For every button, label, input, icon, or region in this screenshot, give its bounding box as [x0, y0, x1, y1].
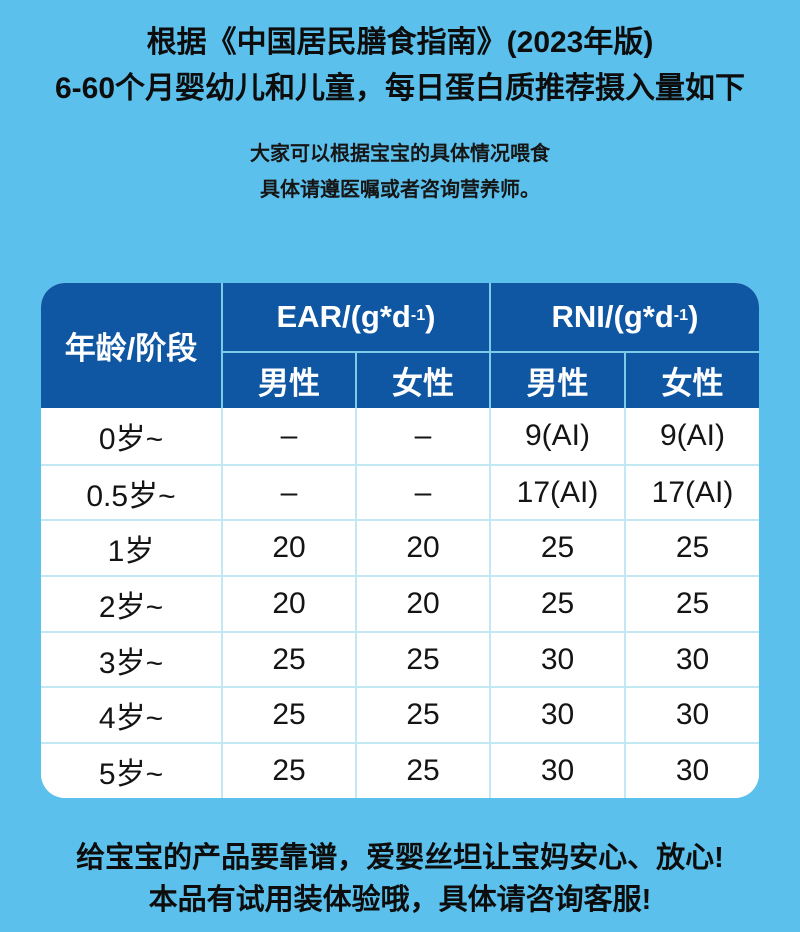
header-ear-female: 女性 — [355, 351, 489, 408]
ear-unit-prefix: EAR/(g*d — [276, 299, 411, 334]
cell-r6-ear-female: 25 — [355, 742, 489, 798]
header-rni-male: 男性 — [489, 351, 624, 408]
title-line-1: 根据《中国居民膳食指南》(2023年版) — [146, 26, 654, 59]
header-ear-male: 男性 — [221, 351, 355, 408]
cell-r2-rni-male: 25 — [489, 519, 624, 576]
cell-r2-rni-female: 25 — [624, 519, 759, 576]
cell-r4-rni-female: 30 — [624, 630, 759, 687]
cell-r4-ear-male: 25 — [221, 630, 355, 687]
cell-r6-rni-male: 30 — [489, 742, 624, 798]
cell-r3-ear-female: 20 — [355, 575, 489, 631]
cell-r2-ear-female: 20 — [355, 519, 489, 576]
header-ear-group: EAR/(g*d -1) — [221, 283, 489, 351]
cell-r1-ear-female: – — [355, 463, 489, 520]
cell-r5-ear-male: 25 — [221, 686, 355, 743]
cell-r5-ear-female: 25 — [355, 686, 489, 743]
cell-r3-age: 2岁~ — [41, 575, 221, 631]
subtitle-line-2: 具体请遵医嘱或者咨询营养师。 — [260, 179, 540, 201]
cell-r5-age: 4岁~ — [41, 686, 221, 743]
ear-unit-suffix: ) — [425, 299, 436, 334]
subtitle-line-1: 大家可以根据宝宝的具体情况喂食 — [250, 143, 550, 165]
cell-r1-age: 0.5岁~ — [41, 463, 221, 520]
cell-r6-ear-male: 25 — [221, 742, 355, 798]
cell-r2-ear-male: 20 — [221, 519, 355, 576]
cell-r4-ear-female: 25 — [355, 630, 489, 687]
footer-line-1: 给宝宝的产品要靠谱，爱婴丝坦让宝妈安心、放心! — [76, 841, 724, 874]
footer-line-2: 本品有试用装体验哦，具体请咨询客服! — [148, 883, 652, 916]
cell-r4-age: 3岁~ — [41, 630, 221, 687]
title-line-2: 6-60个月婴幼儿和儿童，每日蛋白质推荐摄入量如下 — [54, 72, 746, 105]
cell-r1-ear-male: – — [221, 463, 355, 520]
cell-r0-rni-female: 9(AI) — [624, 408, 759, 464]
cell-r4-rni-male: 30 — [489, 630, 624, 687]
cell-r5-rni-male: 30 — [489, 686, 624, 743]
cell-r0-ear-male: – — [221, 408, 355, 464]
cell-r0-ear-female: – — [355, 408, 489, 464]
cell-r6-rni-female: 30 — [624, 742, 759, 798]
cell-r1-rni-female: 17(AI) — [624, 463, 759, 520]
header-rni-female: 女性 — [624, 351, 759, 408]
rni-unit-suffix: ) — [688, 299, 699, 334]
header-rni-group: RNI/(g*d -1 ) — [489, 283, 759, 351]
rni-unit-prefix: RNI/(g*d — [551, 299, 674, 334]
cell-r3-rni-male: 25 — [489, 575, 624, 631]
cell-r5-rni-female: 30 — [624, 686, 759, 743]
cell-r3-ear-male: 20 — [221, 575, 355, 631]
subtitle-block: 大家可以根据宝宝的具体情况喂食 具体请遵医嘱或者咨询营养师。 — [0, 136, 800, 208]
cell-r0-age: 0岁~ — [41, 408, 221, 464]
cell-r2-age: 1岁 — [41, 519, 221, 576]
cell-r3-rni-female: 25 — [624, 575, 759, 631]
footer-block: 给宝宝的产品要靠谱，爱婴丝坦让宝妈安心、放心! 本品有试用装体验哦，具体请咨询客… — [0, 837, 800, 921]
title-block: 根据《中国居民膳食指南》(2023年版) 6-60个月婴幼儿和儿童，每日蛋白质推… — [0, 0, 800, 112]
protein-intake-table: 年龄/阶段 EAR/(g*d -1) RNI/(g*d -1 ) 男性 女性 男性… — [41, 283, 759, 798]
cell-r6-age: 5岁~ — [41, 742, 221, 798]
cell-r0-rni-male: 9(AI) — [489, 408, 624, 464]
header-age-stage: 年龄/阶段 — [41, 283, 221, 408]
cell-r1-rni-male: 17(AI) — [489, 463, 624, 520]
